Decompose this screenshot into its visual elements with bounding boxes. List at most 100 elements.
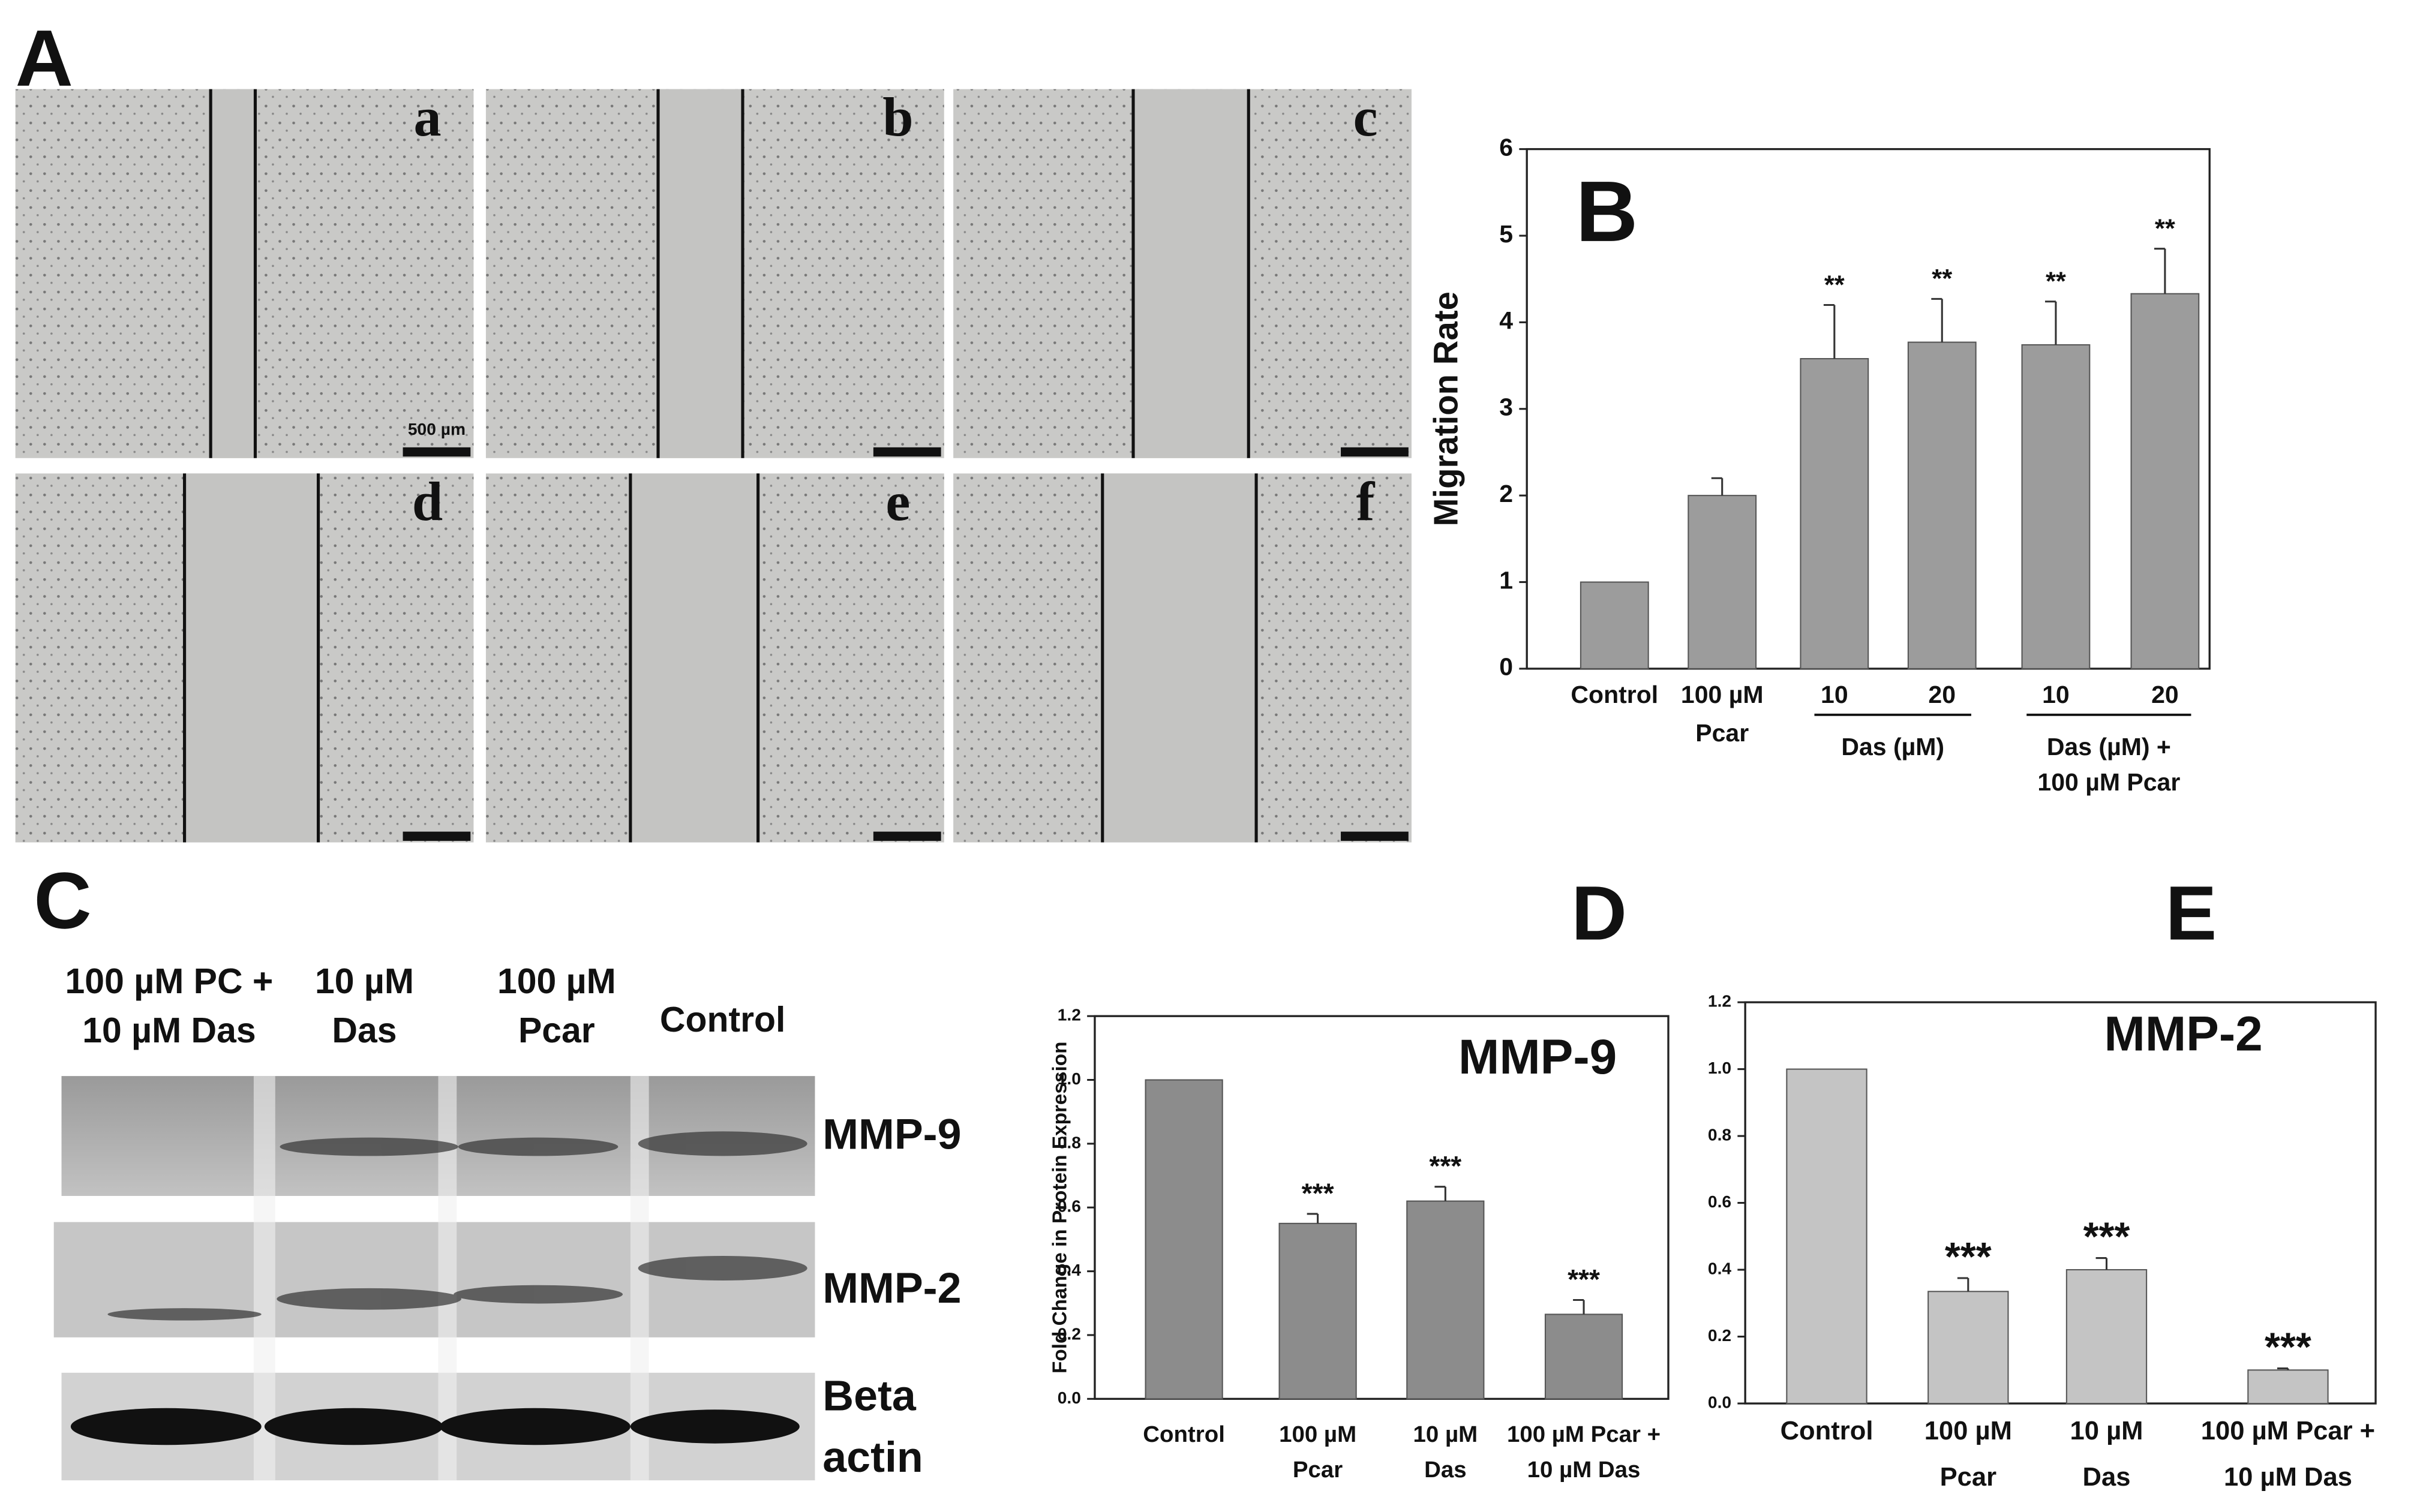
scale-bar — [1341, 831, 1409, 841]
scale-bar — [403, 831, 471, 841]
bar — [2247, 1369, 2329, 1405]
lane-label: Das — [332, 1011, 397, 1050]
lane-label: Control — [660, 1000, 786, 1039]
scale-bar — [1341, 447, 1409, 457]
panel-label: E — [2166, 871, 2217, 957]
x-tick-label: Pcar — [1293, 1457, 1343, 1483]
image-label: c — [1353, 86, 1378, 148]
significance-label: *** — [2265, 1325, 2311, 1369]
x-tick-label: 100 µM — [1681, 681, 1764, 708]
lane-label: 100 µM PC + — [65, 962, 274, 1001]
x-tick-label: 10 µM — [2070, 1417, 2143, 1445]
y-tick-label: 5 — [1499, 220, 1513, 248]
y-tick-label: 0 — [1499, 653, 1513, 681]
x-tick-label: Pcar — [1695, 719, 1749, 747]
band-label: Beta — [822, 1372, 917, 1420]
scale-bar-label: 500 µm — [408, 419, 466, 438]
scale-bar — [873, 447, 941, 457]
image-label: a — [413, 86, 441, 148]
panel-label: A — [16, 14, 73, 103]
y-axis-label: Migration Rate — [1427, 291, 1464, 527]
y-tick-label: 3 — [1499, 393, 1513, 421]
significance-label: ** — [2046, 267, 2066, 296]
y-tick-label: 4 — [1499, 306, 1513, 334]
y-tick-label: 0.8 — [1708, 1125, 1731, 1144]
scale-bar — [403, 447, 471, 457]
wound-gap — [184, 473, 319, 843]
x-tick-label: 10 — [1821, 681, 1848, 708]
y-tick-label: 0.4 — [1058, 1260, 1082, 1279]
significance-label: *** — [2083, 1215, 2130, 1259]
wound-gap — [1102, 473, 1257, 843]
x-tick-label: 20 — [1928, 681, 1956, 708]
y-tick-label: 1 — [1499, 566, 1513, 594]
group-label: 100 µM Pcar — [2037, 768, 2180, 796]
panel-label: C — [34, 856, 91, 945]
x-tick-label: Das — [1424, 1457, 1467, 1483]
lane-label: 100 µM — [497, 962, 616, 1001]
y-tick-label: 0.6 — [1058, 1197, 1081, 1216]
band-label: MMP-2 — [822, 1264, 961, 1312]
y-tick-label: 0.2 — [1708, 1325, 1731, 1345]
y-axis-label: Fold Change in Protein Expression — [1049, 1042, 1071, 1373]
bar — [1145, 1079, 1223, 1400]
image-grid: a b c d e f 500 µm — [15, 86, 1412, 843]
x-tick-label: 10 — [2042, 681, 2070, 708]
x-tick-label: 20 — [2151, 681, 2179, 708]
wound-gap — [658, 89, 743, 458]
significance-label: ** — [1824, 270, 1845, 299]
western-blot — [53, 1076, 815, 1481]
image-label: b — [882, 86, 913, 148]
lane-label: 10 µM — [315, 962, 414, 1001]
y-tick-label: 6 — [1499, 133, 1513, 161]
y-tick-label: 0.8 — [1058, 1132, 1081, 1152]
bar — [1278, 1222, 1357, 1400]
y-tick-label: 0.4 — [1708, 1259, 1732, 1278]
x-tick-label: Control — [1143, 1421, 1225, 1447]
x-tick-label: Control — [1571, 681, 1658, 708]
band-labels: MMP-9 MMP-2 Beta actin — [822, 1111, 961, 1481]
significance-label: *** — [1302, 1177, 1334, 1209]
image-label: f — [1356, 471, 1376, 532]
y-tick-label: 0.2 — [1058, 1324, 1081, 1343]
x-tick-label: 100 µM Pcar + — [2201, 1417, 2375, 1445]
significance-label: ** — [2155, 214, 2175, 243]
bar — [1580, 581, 1649, 669]
bar — [1927, 1291, 2009, 1405]
x-tick-label: 100 µM Pcar + — [1507, 1421, 1661, 1447]
y-tick-label: 1.2 — [1058, 1005, 1081, 1024]
x-tick-label: 10 µM Das — [2224, 1463, 2352, 1492]
group-label: Das (µM) — [1841, 733, 1944, 760]
panel-label: B — [1576, 164, 1638, 260]
bar — [2021, 344, 2091, 669]
x-tick-label: Control — [1781, 1417, 1873, 1445]
significance-label: *** — [1568, 1264, 1600, 1295]
x-tick-label: 100 µM — [1924, 1417, 2012, 1445]
y-tick-label: 1.2 — [1708, 991, 1731, 1011]
group-label: Das (µM) + — [2047, 733, 2171, 760]
bar — [1544, 1313, 1623, 1400]
bar — [1800, 357, 1869, 669]
x-tick-label: Das — [2083, 1463, 2131, 1492]
band-label: actin — [822, 1433, 923, 1481]
lane-label: Pcar — [518, 1011, 595, 1050]
x-tick-label: 100 µM — [1279, 1421, 1356, 1447]
x-tick-label: 10 µM Das — [1527, 1457, 1641, 1483]
chart-title: MMP-2 — [2104, 1007, 2263, 1062]
image-label: d — [412, 471, 443, 532]
significance-label: *** — [1429, 1150, 1461, 1182]
charts: 0 1 2 3 4 5 6 Control 100 µM Pcar ** 10 ** 20 ** 10 ** 20… — [1049, 133, 2377, 1492]
x-tick-label: Pcar — [1940, 1463, 1997, 1492]
bar — [1786, 1068, 1867, 1405]
wound-gap — [630, 473, 758, 843]
y-tick-label: 1.0 — [1058, 1069, 1081, 1088]
y-tick-label: 0.0 — [1708, 1393, 1731, 1412]
significance-label: *** — [1945, 1235, 1992, 1279]
y-tick-label: 0.6 — [1708, 1192, 1731, 1211]
chart-title: MMP-9 — [1458, 1030, 1617, 1084]
wound-gap — [211, 89, 256, 458]
y-tick-label: 2 — [1499, 480, 1513, 507]
bar — [2130, 293, 2200, 669]
